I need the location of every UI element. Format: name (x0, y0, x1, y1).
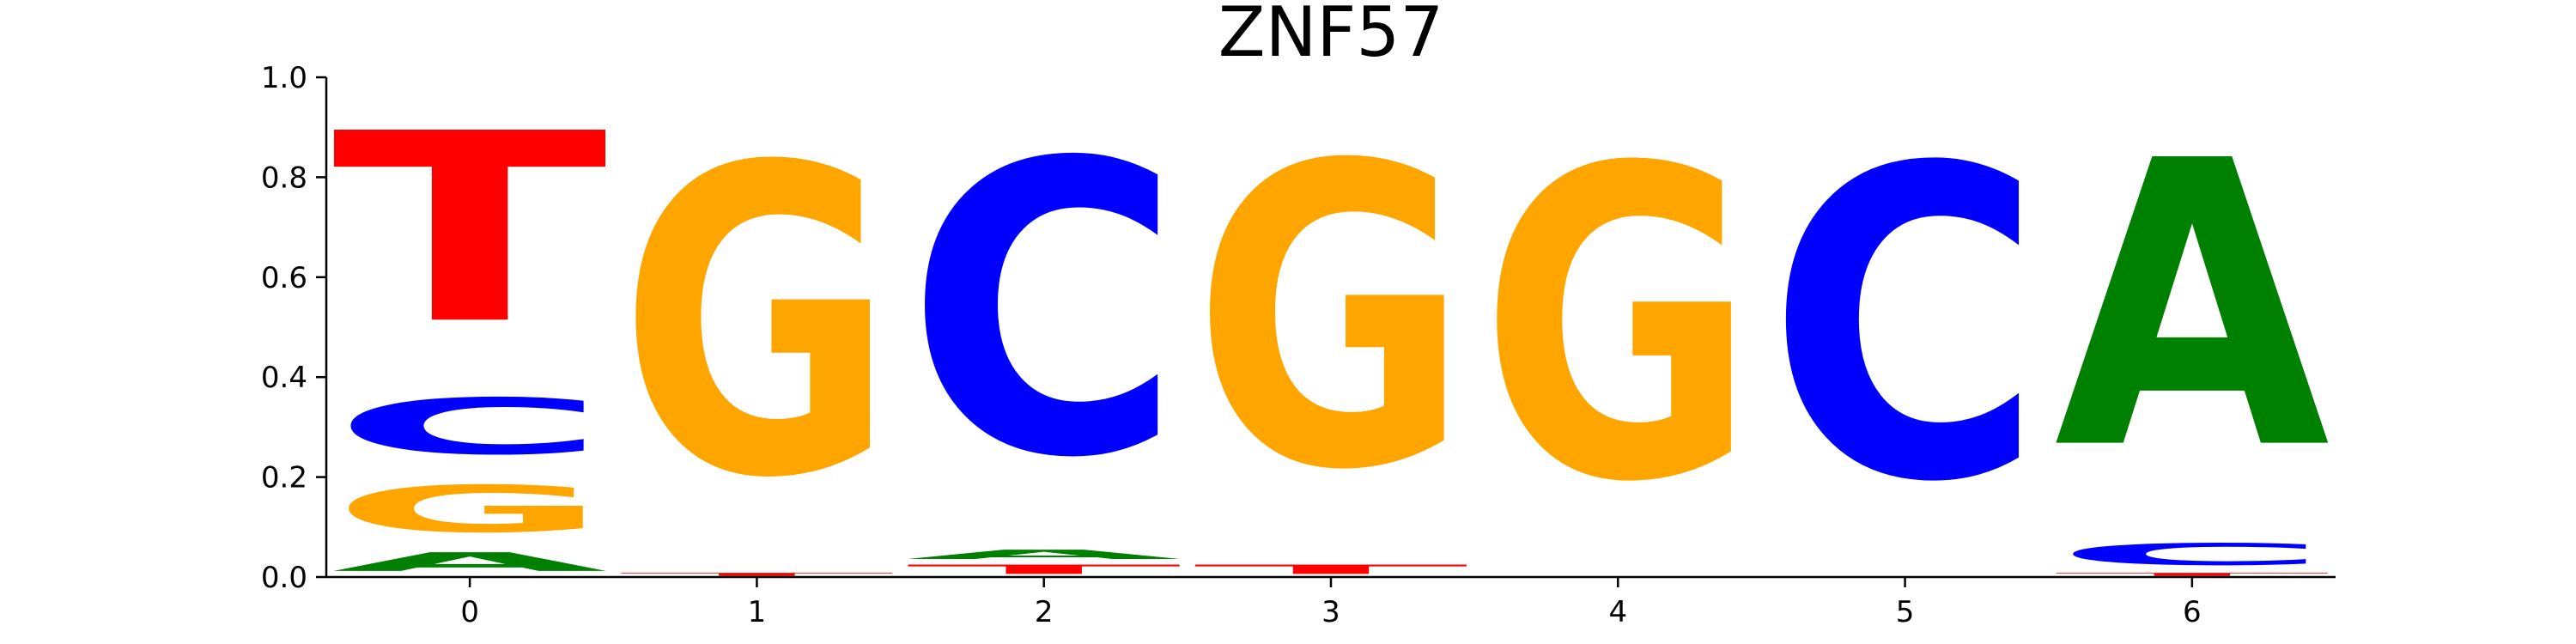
logo-letter-pos2-A: A (906, 547, 1184, 562)
y-tick-label: 1.0 (261, 61, 307, 95)
logo-letter-pos0-A: A (332, 547, 611, 577)
logo-letter-pos6-C: C (2054, 538, 2330, 573)
x-tick-label: 0 (460, 595, 479, 629)
logo-letter-pos0-C: C (332, 382, 608, 471)
logo-letter-pos2-T: T (906, 562, 1183, 577)
chart-title: ZNF57 (1218, 0, 1443, 72)
letter-glyph: A (332, 547, 611, 577)
logo-letter-pos3-T: T (1194, 562, 1471, 577)
logo-letter-pos2-C: C (906, 78, 1182, 545)
letter-glyph: G (1194, 77, 1469, 561)
y-tick-label: 0.8 (261, 161, 307, 195)
logo-letter-pos1-G: G (619, 78, 895, 571)
x-tick-label: 2 (1035, 595, 1054, 629)
logo-letter-pos4-G: G (1480, 78, 1756, 575)
letter-glyph: G (619, 78, 895, 571)
letter-glyph: T (906, 562, 1183, 577)
y-tick-label: 0.0 (261, 561, 307, 595)
axes-layer: 0.0 0.2 0.4 0.6 0.8 1.0 0 1 2 3 4 5 6 (261, 61, 2336, 629)
letter-glyph: C (332, 382, 608, 471)
x-tick-label: 3 (1321, 595, 1340, 629)
y-tick-label: 0.6 (261, 261, 307, 295)
logo-letter-pos1-T: T (619, 572, 896, 577)
letter-glyph: C (1767, 79, 2043, 576)
letter-glyph: T (619, 572, 896, 577)
letter-glyph: C (2054, 538, 2330, 573)
logo-letter-pos0-T: T (332, 79, 610, 382)
letter-glyph: G (332, 472, 608, 547)
logo-letter-pos0-G: G (332, 472, 608, 547)
x-tick-label: 6 (2183, 595, 2202, 629)
letter-glyph: T (332, 79, 610, 382)
y-tick-label: 0.2 (261, 461, 307, 495)
logo-letter-pos5-C: C (1767, 79, 2043, 576)
logo-letter-pos3-G: G (1194, 77, 1469, 561)
logo-letter-pos6-A: A (2054, 78, 2332, 535)
letter-glyph: C (906, 78, 1182, 545)
logo-letter-pos6-T: T (2054, 572, 2331, 577)
x-tick-label: 4 (1608, 595, 1627, 629)
x-tick-label: 5 (1896, 595, 1915, 629)
y-tick-label: 0.4 (261, 361, 307, 395)
letter-glyph: T (2054, 572, 2331, 577)
letter-glyph: T (1194, 562, 1471, 577)
x-tick-label: 1 (748, 595, 767, 629)
letter-glyph: G (1480, 78, 1756, 575)
letter-glyph: A (2054, 78, 2332, 535)
letter-glyph: A (906, 547, 1184, 562)
